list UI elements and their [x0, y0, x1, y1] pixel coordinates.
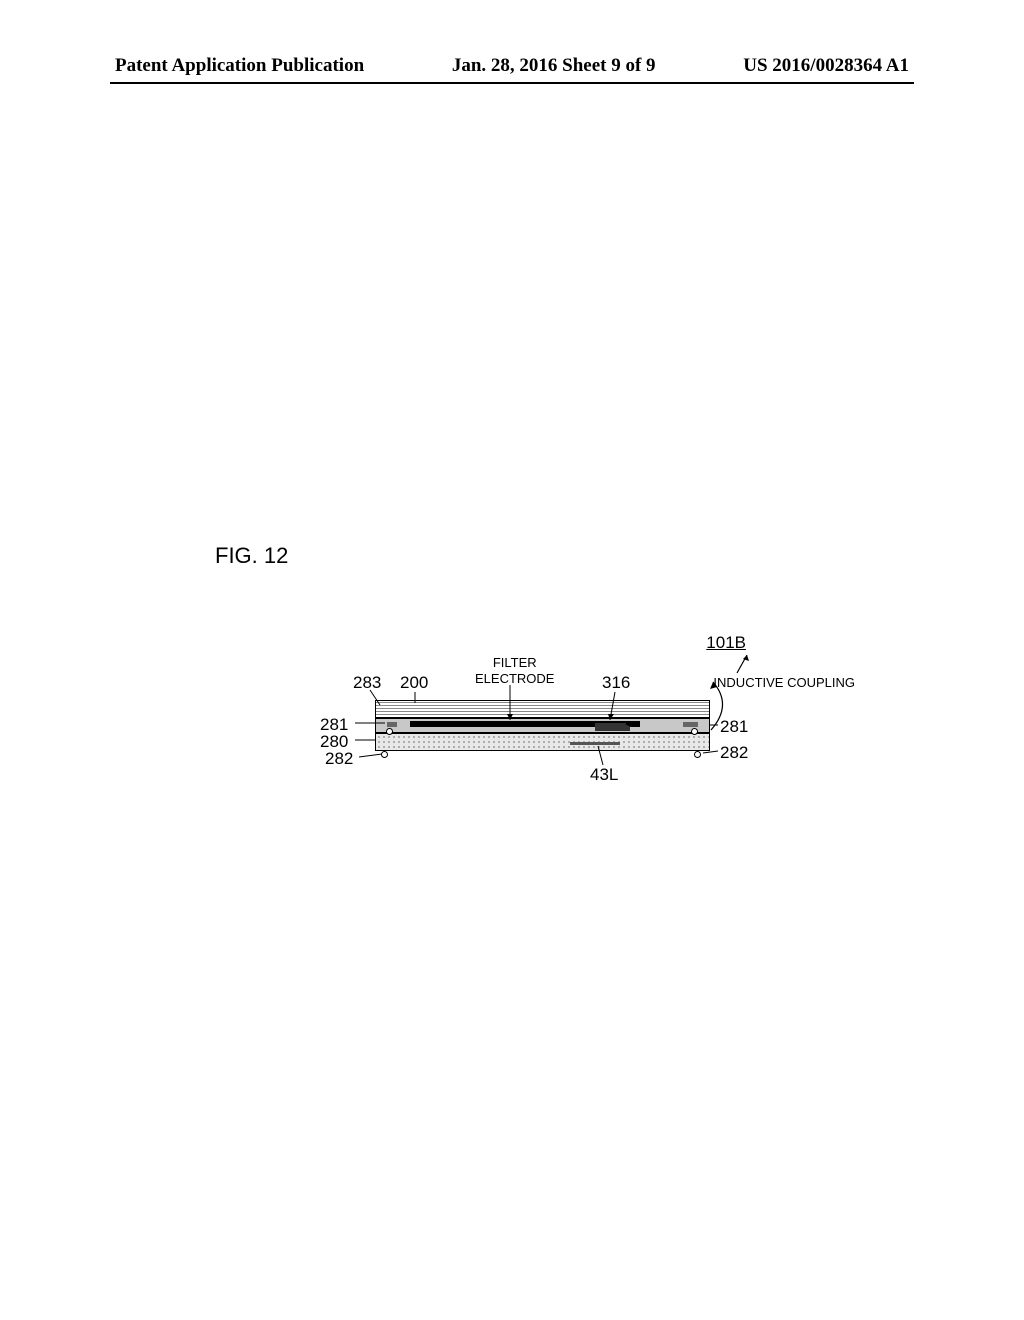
inner-electrode-right	[683, 722, 698, 727]
device-ref-label: 101B	[706, 633, 746, 653]
header-center: Jan. 28, 2016 Sheet 9 of 9	[452, 55, 656, 77]
inner-electrode-left	[387, 722, 397, 727]
label-281-right: 281	[720, 717, 748, 737]
label-282-left: 282	[325, 749, 353, 769]
via-top-right	[691, 728, 698, 735]
via-top-left	[386, 728, 393, 735]
inner-electrode-316	[595, 723, 630, 731]
figure-label: FIG. 12	[215, 543, 288, 569]
layer-hatched-top	[375, 700, 710, 718]
header-left: Patent Application Publication	[115, 55, 364, 77]
label-43L: 43L	[590, 765, 618, 785]
filter-electrode-label: FILTER ELECTRODE	[475, 655, 554, 686]
filter-line1: FILTER ELECTRODE	[475, 655, 554, 686]
inductive-coupling-label: INDUCTIVE COUPLING	[713, 675, 855, 690]
label-316: 316	[602, 673, 630, 693]
label-282-right: 282	[720, 743, 748, 763]
label-283: 283	[353, 673, 381, 693]
header-right: US 2016/0028364 A1	[743, 55, 909, 77]
via-bot-left	[381, 751, 388, 758]
via-bot-right	[694, 751, 701, 758]
header-divider	[110, 82, 914, 84]
trace-43L	[570, 742, 620, 745]
layer-dotted-bottom	[375, 733, 710, 751]
diagram-container: 101B INDUCTIVE COUPLING FILTER ELECTRODE…	[315, 620, 785, 820]
label-200: 200	[400, 673, 428, 693]
